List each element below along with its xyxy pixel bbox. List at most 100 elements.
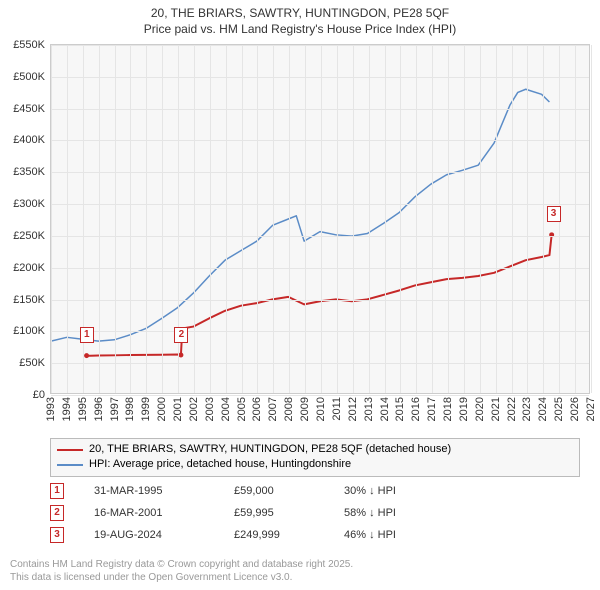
y-axis-label: £400K — [13, 134, 45, 146]
marker-index-box: 2 — [50, 505, 64, 521]
legend-label: HPI: Average price, detached house, Hunt… — [89, 457, 351, 472]
y-axis-label: £500K — [13, 71, 45, 83]
legend-swatch — [57, 449, 83, 451]
gridline-vertical — [416, 45, 417, 393]
attribution-text: Contains HM Land Registry data © Crown c… — [10, 558, 353, 584]
title-line-1: 20, THE BRIARS, SAWTRY, HUNTINGDON, PE28… — [0, 6, 600, 22]
x-axis-label: 2027 — [585, 397, 597, 421]
x-axis-label: 2016 — [410, 397, 422, 421]
marker-index-box: 3 — [50, 527, 64, 543]
marker-date: 16-MAR-2001 — [94, 507, 204, 519]
gridline-horizontal — [51, 268, 589, 269]
gridline-vertical — [591, 45, 592, 393]
y-axis-label: £450K — [13, 103, 45, 115]
chart-title: 20, THE BRIARS, SAWTRY, HUNTINGDON, PE28… — [0, 0, 600, 37]
y-axis-label: £200K — [13, 262, 45, 274]
chart-marker-box: 2 — [174, 327, 188, 343]
marker-index-box: 1 — [50, 483, 64, 499]
x-axis-label: 2008 — [283, 397, 295, 421]
marker-date: 19-AUG-2024 — [94, 529, 204, 541]
y-axis-label: £350K — [13, 166, 45, 178]
title-line-2: Price paid vs. HM Land Registry's House … — [0, 22, 600, 38]
gridline-horizontal — [51, 77, 589, 78]
x-axis-label: 2017 — [426, 397, 438, 421]
gridline-vertical — [527, 45, 528, 393]
x-axis-label: 2006 — [251, 397, 263, 421]
gridline-vertical — [496, 45, 497, 393]
x-axis-label: 2025 — [553, 397, 565, 421]
gridline-vertical — [337, 45, 338, 393]
x-axis-label: 2022 — [506, 397, 518, 421]
x-axis-label: 1998 — [124, 397, 136, 421]
gridline-horizontal — [51, 45, 589, 46]
x-axis-label: 2011 — [331, 397, 343, 421]
gridline-horizontal — [51, 109, 589, 110]
marker-date: 31-MAR-1995 — [94, 485, 204, 497]
marker-price: £59,000 — [234, 485, 314, 497]
gridline-horizontal — [51, 363, 589, 364]
gridline-horizontal — [51, 140, 589, 141]
x-axis-label: 2013 — [363, 397, 375, 421]
gridline-horizontal — [51, 236, 589, 237]
gridline-vertical — [273, 45, 274, 393]
y-axis-label: £0 — [33, 389, 45, 401]
gridline-vertical — [289, 45, 290, 393]
chart-marker-dot — [84, 353, 89, 358]
gridline-vertical — [575, 45, 576, 393]
chart-marker-box: 1 — [80, 327, 94, 343]
chart-plot-area: £0£50K£100K£150K£200K£250K£300K£350K£400… — [50, 44, 590, 394]
x-axis-label: 2019 — [458, 397, 470, 421]
gridline-vertical — [146, 45, 147, 393]
gridline-vertical — [432, 45, 433, 393]
gridline-vertical — [353, 45, 354, 393]
attribution-line-1: Contains HM Land Registry data © Crown c… — [10, 558, 353, 571]
y-axis-label: £50K — [19, 357, 45, 369]
x-axis-label: 2010 — [315, 397, 327, 421]
x-axis-label: 1997 — [109, 397, 121, 421]
gridline-vertical — [385, 45, 386, 393]
gridline-horizontal — [51, 300, 589, 301]
y-axis-label: £150K — [13, 294, 45, 306]
gridline-vertical — [305, 45, 306, 393]
y-axis-label: £550K — [13, 39, 45, 51]
marker-price: £59,995 — [234, 507, 314, 519]
x-axis-label: 2000 — [156, 397, 168, 421]
y-axis-label: £100K — [13, 325, 45, 337]
gridline-vertical — [210, 45, 211, 393]
gridline-vertical — [512, 45, 513, 393]
x-axis-label: 2018 — [442, 397, 454, 421]
gridline-vertical — [51, 45, 52, 393]
series-line-price_paid — [87, 235, 552, 356]
legend-item: 20, THE BRIARS, SAWTRY, HUNTINGDON, PE28… — [57, 442, 573, 457]
gridline-vertical — [480, 45, 481, 393]
x-axis-label: 2024 — [537, 397, 549, 421]
x-axis-label: 1993 — [45, 397, 57, 421]
marker-row: 1 31-MAR-1995 £59,000 30% ↓ HPI — [50, 480, 580, 502]
y-axis-label: £300K — [13, 198, 45, 210]
chart-marker-box: 3 — [547, 206, 561, 222]
gridline-vertical — [99, 45, 100, 393]
gridline-vertical — [226, 45, 227, 393]
x-axis-label: 2012 — [347, 397, 359, 421]
legend-label: 20, THE BRIARS, SAWTRY, HUNTINGDON, PE28… — [89, 442, 451, 457]
marker-table: 1 31-MAR-1995 £59,000 30% ↓ HPI 2 16-MAR… — [50, 480, 580, 546]
gridline-horizontal — [51, 395, 589, 396]
chart-series-svg — [51, 45, 589, 393]
gridline-horizontal — [51, 331, 589, 332]
gridline-vertical — [194, 45, 195, 393]
gridline-vertical — [257, 45, 258, 393]
marker-price: £249,999 — [234, 529, 314, 541]
gridline-vertical — [400, 45, 401, 393]
chart-legend: 20, THE BRIARS, SAWTRY, HUNTINGDON, PE28… — [50, 438, 580, 477]
marker-hpi-delta: 58% ↓ HPI — [344, 507, 580, 519]
x-axis-label: 2004 — [220, 397, 232, 421]
gridline-vertical — [242, 45, 243, 393]
gridline-vertical — [369, 45, 370, 393]
x-axis-label: 2003 — [204, 397, 216, 421]
x-axis-label: 2009 — [299, 397, 311, 421]
gridline-vertical — [464, 45, 465, 393]
gridline-vertical — [321, 45, 322, 393]
gridline-vertical — [543, 45, 544, 393]
gridline-vertical — [115, 45, 116, 393]
attribution-line-2: This data is licensed under the Open Gov… — [10, 571, 353, 584]
